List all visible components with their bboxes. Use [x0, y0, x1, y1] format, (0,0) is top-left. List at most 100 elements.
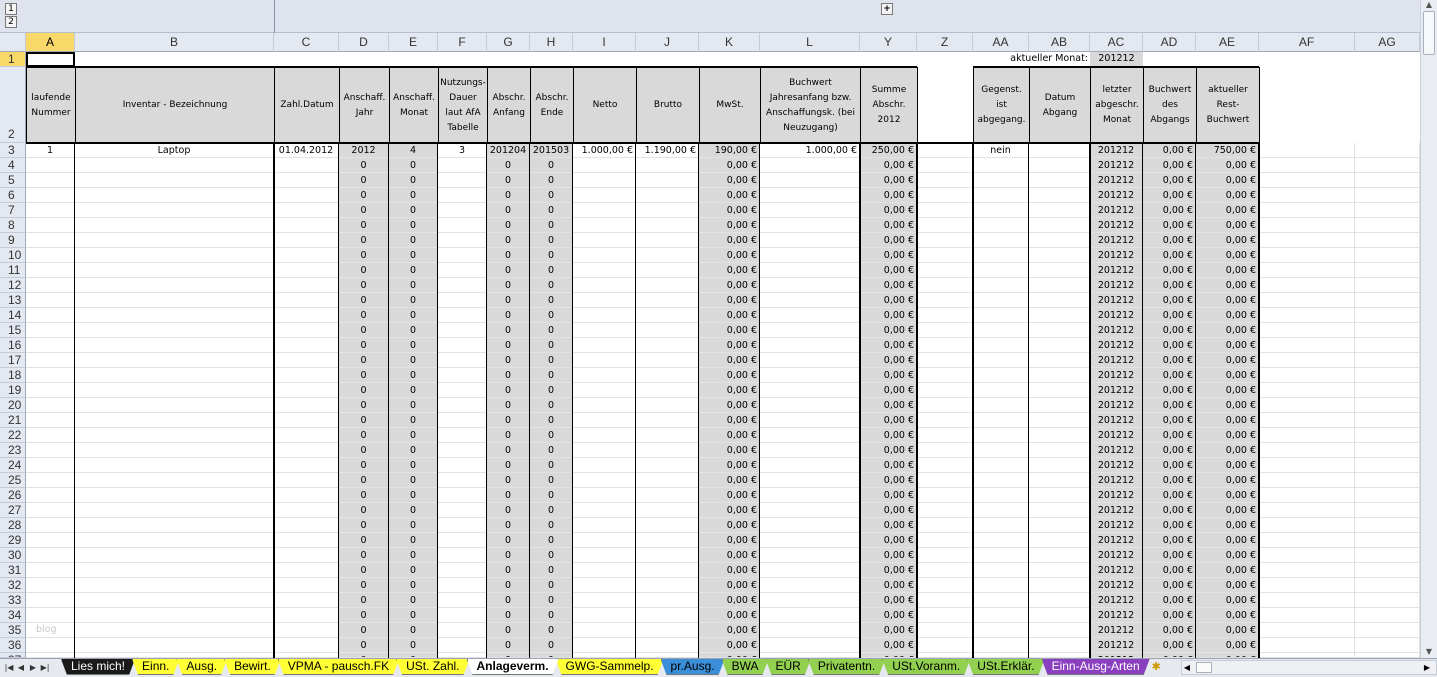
- cell-Y27[interactable]: 0,00 €: [860, 503, 917, 518]
- cell-Z29[interactable]: [917, 533, 973, 548]
- cell-B16[interactable]: [75, 338, 274, 353]
- cell-Y11[interactable]: 0,00 €: [860, 263, 917, 278]
- cell-C3[interactable]: 01.04.2012: [274, 143, 339, 158]
- cell-H18[interactable]: 0: [530, 368, 573, 383]
- cell-D27[interactable]: 0: [339, 503, 389, 518]
- cell-I22[interactable]: [573, 428, 636, 443]
- cell-D13[interactable]: 0: [339, 293, 389, 308]
- cell-AF15[interactable]: [1259, 323, 1355, 338]
- cell-J19[interactable]: [636, 383, 699, 398]
- cell-H22[interactable]: 0: [530, 428, 573, 443]
- cell-K13[interactable]: 0,00 €: [699, 293, 760, 308]
- cell-F28[interactable]: [438, 518, 487, 533]
- cell-Y15[interactable]: 0,00 €: [860, 323, 917, 338]
- cell-AC27[interactable]: 201212: [1090, 503, 1143, 518]
- cell-AA16[interactable]: [973, 338, 1029, 353]
- cell-L31[interactable]: [760, 563, 860, 578]
- cell-B20[interactable]: [75, 398, 274, 413]
- cell-J10[interactable]: [636, 248, 699, 263]
- cell-I17[interactable]: [573, 353, 636, 368]
- cell-Z14[interactable]: [917, 308, 973, 323]
- scroll-right-icon[interactable]: ▶: [1423, 663, 1430, 672]
- cell-AD25[interactable]: 0,00 €: [1143, 473, 1196, 488]
- cell-I25[interactable]: [573, 473, 636, 488]
- cell-AE34[interactable]: 0,00 €: [1196, 608, 1259, 623]
- cell-H30[interactable]: 0: [530, 548, 573, 563]
- cell-H3[interactable]: 201503: [530, 143, 573, 158]
- cell-L24[interactable]: [760, 458, 860, 473]
- cell-AE33[interactable]: 0,00 €: [1196, 593, 1259, 608]
- scroll-down-icon[interactable]: ▼: [1425, 647, 1433, 656]
- cell-C10[interactable]: [274, 248, 339, 263]
- cell-AE19[interactable]: 0,00 €: [1196, 383, 1259, 398]
- cell-AF25[interactable]: [1259, 473, 1355, 488]
- row-header-24[interactable]: 24: [0, 458, 26, 473]
- cell-Z22[interactable]: [917, 428, 973, 443]
- cell-AD22[interactable]: 0,00 €: [1143, 428, 1196, 443]
- cell-A27[interactable]: [26, 503, 75, 518]
- row-header-5[interactable]: 5: [0, 173, 26, 188]
- cell-G25[interactable]: 0: [487, 473, 530, 488]
- cell-E10[interactable]: 0: [389, 248, 438, 263]
- row-header-8[interactable]: 8: [0, 218, 26, 233]
- cell-K8[interactable]: 0,00 €: [699, 218, 760, 233]
- cell-E27[interactable]: 0: [389, 503, 438, 518]
- cell-AA24[interactable]: [973, 458, 1029, 473]
- cell-AF31[interactable]: [1259, 563, 1355, 578]
- cell-Z24[interactable]: [917, 458, 973, 473]
- cell-I33[interactable]: [573, 593, 636, 608]
- cell-Y20[interactable]: 0,00 €: [860, 398, 917, 413]
- cell-AF11[interactable]: [1259, 263, 1355, 278]
- cell-K6[interactable]: 0,00 €: [699, 188, 760, 203]
- cell-AG32[interactable]: [1355, 578, 1420, 593]
- next-sheet-icon[interactable]: ▶: [29, 663, 37, 672]
- cell-AE5[interactable]: 0,00 €: [1196, 173, 1259, 188]
- cell-C28[interactable]: [274, 518, 339, 533]
- cell-C9[interactable]: [274, 233, 339, 248]
- column-header-C[interactable]: C: [274, 33, 339, 52]
- spreadsheet-grid[interactable]: A B C D E F G H I J K L Y Z AA AB AC AD AE AF AG 1 2 3 4 5 6 7 8 9 10 1…: [0, 33, 1420, 658]
- cell-Y32[interactable]: 0,00 €: [860, 578, 917, 593]
- cell-AG25[interactable]: [1355, 473, 1420, 488]
- cell-AB31[interactable]: [1029, 563, 1090, 578]
- column-header-G[interactable]: G: [487, 33, 530, 52]
- cell-AE18[interactable]: 0,00 €: [1196, 368, 1259, 383]
- cell-Y12[interactable]: 0,00 €: [860, 278, 917, 293]
- cell-I14[interactable]: [573, 308, 636, 323]
- cell-F22[interactable]: [438, 428, 487, 443]
- cell-Z19[interactable]: [917, 383, 973, 398]
- cell-J5[interactable]: [636, 173, 699, 188]
- cell-F19[interactable]: [438, 383, 487, 398]
- cell-E9[interactable]: 0: [389, 233, 438, 248]
- cell-AD35[interactable]: 0,00 €: [1143, 623, 1196, 638]
- cell-J35[interactable]: [636, 623, 699, 638]
- cell-G26[interactable]: 0: [487, 488, 530, 503]
- cell-AC10[interactable]: 201212: [1090, 248, 1143, 263]
- cell-AG23[interactable]: [1355, 443, 1420, 458]
- cell-C36[interactable]: [274, 638, 339, 653]
- cell-AC8[interactable]: 201212: [1090, 218, 1143, 233]
- cell-H11[interactable]: 0: [530, 263, 573, 278]
- cell-AD18[interactable]: 0,00 €: [1143, 368, 1196, 383]
- cell-E29[interactable]: 0: [389, 533, 438, 548]
- cell-AB32[interactable]: [1029, 578, 1090, 593]
- cell-A5[interactable]: [26, 173, 75, 188]
- cell-AB15[interactable]: [1029, 323, 1090, 338]
- cell-C26[interactable]: [274, 488, 339, 503]
- cell-F25[interactable]: [438, 473, 487, 488]
- cell-AE29[interactable]: 0,00 €: [1196, 533, 1259, 548]
- cell-D33[interactable]: 0: [339, 593, 389, 608]
- cell-G22[interactable]: 0: [487, 428, 530, 443]
- cell-L26[interactable]: [760, 488, 860, 503]
- cell-A32[interactable]: [26, 578, 75, 593]
- cell-AE35[interactable]: 0,00 €: [1196, 623, 1259, 638]
- cell-I3[interactable]: 1.000,00 €: [573, 143, 636, 158]
- cell-G12[interactable]: 0: [487, 278, 530, 293]
- cell-C23[interactable]: [274, 443, 339, 458]
- row-header-1[interactable]: 1: [0, 52, 26, 67]
- cell-J27[interactable]: [636, 503, 699, 518]
- cell-AB13[interactable]: [1029, 293, 1090, 308]
- cell-B35[interactable]: [75, 623, 274, 638]
- cell-AE6[interactable]: 0,00 €: [1196, 188, 1259, 203]
- cell-AE9[interactable]: 0,00 €: [1196, 233, 1259, 248]
